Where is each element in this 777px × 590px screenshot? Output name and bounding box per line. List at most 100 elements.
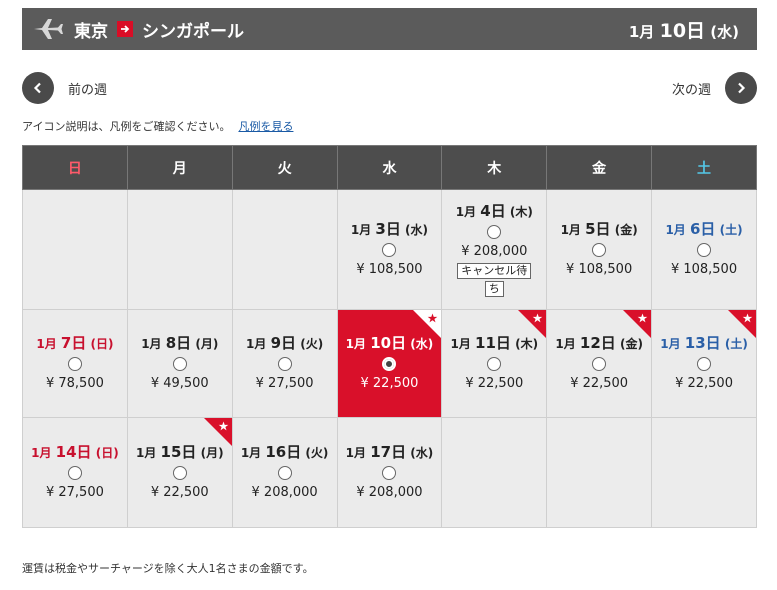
date-label: 1月 4日 (木) [455, 201, 533, 220]
date-label: 1月 14日 (日) [31, 442, 119, 461]
fare-radio[interactable] [172, 465, 187, 480]
fare-price: ¥ 108,500 [670, 261, 738, 277]
weekday-fri: 金 [546, 145, 653, 190]
date-cell[interactable]: 1月 15日 (月) ¥ 22,500 [126, 417, 233, 528]
fare-price: ¥ 208,000 [461, 243, 528, 259]
week-navigation: 前の週 次の週 [22, 72, 757, 104]
origin-city: 東京 [74, 21, 108, 42]
date-label: 1月 11日 (木) [450, 333, 539, 352]
fare-calendar: 日 月 火 水 木 金 土 1月 3日 (水) ¥ 108,500 [22, 145, 757, 528]
chevron-right-icon [738, 82, 746, 94]
prev-week-button[interactable] [22, 72, 54, 104]
fare-price: ¥ 22,500 [570, 375, 629, 391]
fare-radio[interactable] [592, 356, 607, 371]
date-label: 1月 7日 (日) [36, 333, 114, 352]
fare-price: ¥ 27,500 [255, 375, 314, 391]
legend-notice: アイコン説明は、凡例をご確認ください。 凡例を見る [22, 120, 294, 133]
date-cell[interactable]: 1月 6日 (土) ¥ 108,500 [651, 189, 757, 310]
promo-star-icon [623, 310, 651, 338]
promo-star-icon [204, 418, 232, 446]
fare-price: ¥ 108,500 [356, 261, 423, 277]
fare-price: ¥ 78,500 [45, 375, 104, 391]
empty-cell [651, 417, 757, 528]
fare-radio[interactable] [67, 465, 82, 480]
fare-price: ¥ 22,500 [465, 375, 524, 391]
date-cell[interactable]: 1月 7日 (日) ¥ 78,500 [22, 309, 128, 418]
date-label: 1月 5日 (金) [560, 219, 638, 238]
fare-price: ¥ 27,500 [45, 484, 104, 500]
week-row: 1月 14日 (日) ¥ 27,500 1月 15日 (月) ¥ 22,500 … [22, 417, 757, 528]
selected-date: 1月 10日 (水) [628, 19, 739, 42]
empty-cell [441, 417, 548, 528]
fare-price: ¥ 22,500 [360, 375, 419, 391]
date-label: 1月 13日 (土) [660, 333, 748, 352]
date-cell[interactable]: 1月 12日 (金) ¥ 22,500 [546, 309, 653, 418]
fare-radio[interactable] [67, 356, 82, 371]
fare-radio[interactable] [487, 356, 502, 371]
empty-cell [126, 189, 233, 310]
empty-cell [22, 189, 128, 310]
promo-star-icon [413, 310, 441, 338]
fare-price: ¥ 208,000 [251, 484, 318, 500]
date-label: 1月 16日 (火) [240, 442, 329, 461]
date-cell[interactable]: 1月 5日 (金) ¥ 108,500 [546, 189, 653, 310]
date-cell[interactable]: 1月 3日 (水) ¥ 108,500 [336, 189, 443, 310]
chevron-left-icon [33, 82, 41, 94]
next-week-button[interactable] [725, 72, 757, 104]
fare-radio[interactable] [172, 356, 187, 371]
promo-star-icon [728, 310, 756, 338]
fare-radio[interactable] [697, 242, 712, 257]
fare-radio[interactable] [382, 242, 397, 257]
fare-footnote: 運賃は税金やサーチャージを除く大人1名さまの金額です。 [22, 562, 314, 575]
date-label: 1月 3日 (水) [350, 219, 429, 238]
destination-city: シンガポール [142, 21, 244, 42]
weekday-tue: 火 [231, 145, 338, 190]
week-row: 1月 7日 (日) ¥ 78,500 1月 8日 (月) ¥ 49,500 1月… [22, 309, 757, 418]
date-label: 1月 8日 (月) [141, 333, 219, 352]
fare-radio[interactable] [697, 356, 712, 371]
fare-radio[interactable] [382, 465, 397, 480]
prev-week-label[interactable]: 前の週 [68, 83, 108, 98]
date-label: 1月 17日 (水) [345, 442, 434, 461]
weekday-sat: 土 [651, 145, 757, 190]
date-cell[interactable]: 1月 17日 (水) ¥ 208,000 [336, 417, 443, 528]
waitlist-badge: キャンセル待 [457, 262, 532, 279]
date-cell[interactable]: 1月 8日 (月) ¥ 49,500 [126, 309, 233, 418]
date-cell[interactable]: 1月 13日 (土) ¥ 22,500 [651, 309, 757, 418]
fare-price: ¥ 22,500 [150, 484, 209, 500]
weekday-thu: 木 [441, 145, 548, 190]
date-label: 1月 15日 (月) [135, 442, 224, 461]
fare-radio[interactable] [277, 465, 292, 480]
route-arrow-icon [117, 21, 133, 37]
weekday-header-row: 日 月 火 水 木 金 土 [22, 145, 757, 190]
weekday-sun: 日 [22, 145, 128, 190]
week-row: 1月 3日 (水) ¥ 108,500 1月 4日 (木) ¥ 208,000 … [22, 189, 757, 310]
legend-link[interactable]: 凡例を見る [238, 120, 294, 133]
date-label: 1月 12日 (金) [555, 333, 643, 352]
fare-radio[interactable] [277, 356, 292, 371]
fare-radio[interactable] [487, 224, 502, 239]
promo-star-icon [518, 310, 546, 338]
fare-radio[interactable] [592, 242, 607, 257]
date-cell[interactable]: 1月 4日 (木) ¥ 208,000 キャンセル待 ち [441, 189, 548, 310]
empty-cell [546, 417, 653, 528]
weekday-mon: 月 [126, 145, 233, 190]
date-label: 1月 6日 (土) [665, 219, 743, 238]
fare-price: ¥ 108,500 [566, 261, 633, 277]
date-label: 1月 9日 (火) [246, 333, 324, 352]
date-cell[interactable]: 1月 11日 (木) ¥ 22,500 [441, 309, 548, 418]
route-header: 東京 シンガポール 1月 10日 (水) [22, 8, 757, 50]
airplane-icon [34, 19, 63, 39]
fare-price: ¥ 22,500 [675, 375, 733, 391]
fare-radio-checked[interactable] [382, 356, 397, 371]
date-cell-selected[interactable]: 1月 10日 (水) ¥ 22,500 [336, 309, 443, 418]
next-week-label[interactable]: 次の週 [671, 83, 711, 98]
date-cell[interactable]: 1月 9日 (火) ¥ 27,500 [231, 309, 338, 418]
fare-price: ¥ 49,500 [150, 375, 209, 391]
date-cell[interactable]: 1月 16日 (火) ¥ 208,000 [231, 417, 338, 528]
date-cell[interactable]: 1月 14日 (日) ¥ 27,500 [22, 417, 128, 528]
weekday-wed: 水 [336, 145, 443, 190]
empty-cell [231, 189, 338, 310]
date-label: 1月 10日 (水) [345, 333, 434, 352]
waitlist-badge-cont: ち [484, 280, 504, 297]
